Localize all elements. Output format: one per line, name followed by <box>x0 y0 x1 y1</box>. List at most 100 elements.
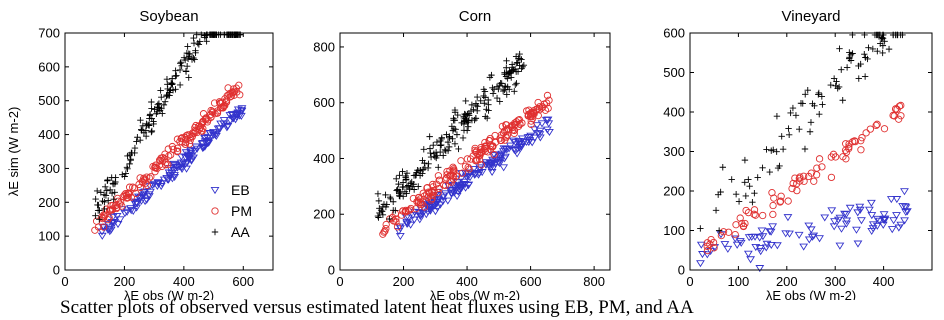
data-point <box>755 265 765 273</box>
data-point <box>862 129 870 137</box>
data-point <box>889 217 899 225</box>
data-point <box>481 94 489 101</box>
data-point <box>768 223 778 231</box>
data-point <box>104 176 111 184</box>
data-point <box>200 143 210 151</box>
data-point <box>469 165 479 174</box>
data-point <box>509 64 516 71</box>
data-point <box>810 177 818 185</box>
data-point <box>894 224 904 232</box>
data-point <box>527 120 535 129</box>
data-point <box>446 133 453 140</box>
data-point <box>416 198 424 206</box>
data-point <box>409 216 419 224</box>
data-point <box>526 132 536 140</box>
data-point <box>787 109 794 117</box>
y-tick-label: 400 <box>38 127 60 142</box>
data-point <box>184 55 192 63</box>
data-point <box>441 190 450 198</box>
data-point <box>145 188 155 196</box>
data-point <box>885 45 893 53</box>
data-point <box>184 43 191 50</box>
data-point <box>105 226 114 234</box>
data-point <box>793 186 801 195</box>
legend-marker <box>210 187 220 195</box>
data-point <box>119 193 127 201</box>
data-point <box>789 104 797 112</box>
data-point <box>176 66 184 74</box>
data-point <box>500 155 509 163</box>
chart-panel-3: Vineyard 0 100 200 300 400 0 100 200 300 400 500 600… <box>663 8 933 300</box>
data-point <box>172 67 179 74</box>
data-point <box>880 215 890 223</box>
data-point <box>184 155 194 163</box>
data-point <box>137 116 144 124</box>
data-point <box>176 81 184 89</box>
data-point <box>375 214 382 221</box>
data-point <box>155 161 164 169</box>
data-point <box>122 208 132 216</box>
x-tick-label: 0 <box>336 274 343 289</box>
y-tick-label: 0 <box>328 263 335 278</box>
data-point <box>101 205 108 213</box>
data-point <box>109 219 119 227</box>
data-point <box>109 180 117 188</box>
data-point <box>139 122 147 130</box>
data-point <box>169 75 176 82</box>
data-point <box>92 212 99 219</box>
data-point <box>900 217 909 225</box>
data-point <box>880 125 889 133</box>
data-point <box>425 160 432 167</box>
data-point <box>375 197 383 205</box>
data-point <box>864 206 874 214</box>
data-point <box>820 214 830 222</box>
data-point <box>855 62 862 70</box>
x-tick-label: 600 <box>520 274 542 289</box>
data-point <box>505 142 515 150</box>
data-point <box>702 251 712 259</box>
data-point <box>397 188 404 196</box>
data-point <box>380 228 388 236</box>
data-point <box>785 230 794 238</box>
data-point <box>813 164 821 172</box>
data-point <box>437 148 444 156</box>
data-point <box>137 137 144 144</box>
x-tick-label: 400 <box>173 274 195 289</box>
data-point <box>410 186 418 193</box>
data-point <box>235 81 243 89</box>
data-point <box>186 50 194 58</box>
data-point <box>488 143 497 151</box>
data-point <box>827 81 834 89</box>
data-point <box>441 146 449 153</box>
data-point <box>696 241 706 249</box>
data-point <box>408 212 418 220</box>
data-point <box>431 208 440 216</box>
data-point <box>731 230 739 239</box>
data-point <box>801 145 809 153</box>
data-point <box>849 138 857 146</box>
data-point <box>430 141 437 149</box>
y-tick-label: 500 <box>663 65 685 80</box>
data-point <box>530 126 539 134</box>
data-point <box>815 155 824 163</box>
data-point <box>461 162 470 170</box>
data-point <box>887 226 897 234</box>
data-point <box>97 232 107 240</box>
data-point <box>143 181 151 189</box>
data-point <box>96 216 103 223</box>
data-point <box>172 73 179 80</box>
data-point <box>222 124 232 132</box>
data-point <box>739 222 748 230</box>
data-point <box>122 194 131 202</box>
data-point <box>827 173 836 182</box>
y-tick-label: 100 <box>38 229 60 244</box>
data-point <box>138 126 145 133</box>
data-point <box>542 126 552 134</box>
data-point <box>424 188 433 196</box>
data-point <box>219 103 227 112</box>
data-point <box>458 169 467 177</box>
y-tick-label: 100 <box>663 223 685 238</box>
data-point <box>497 136 506 145</box>
data-point <box>901 209 911 217</box>
legend-label: EB <box>231 182 250 198</box>
